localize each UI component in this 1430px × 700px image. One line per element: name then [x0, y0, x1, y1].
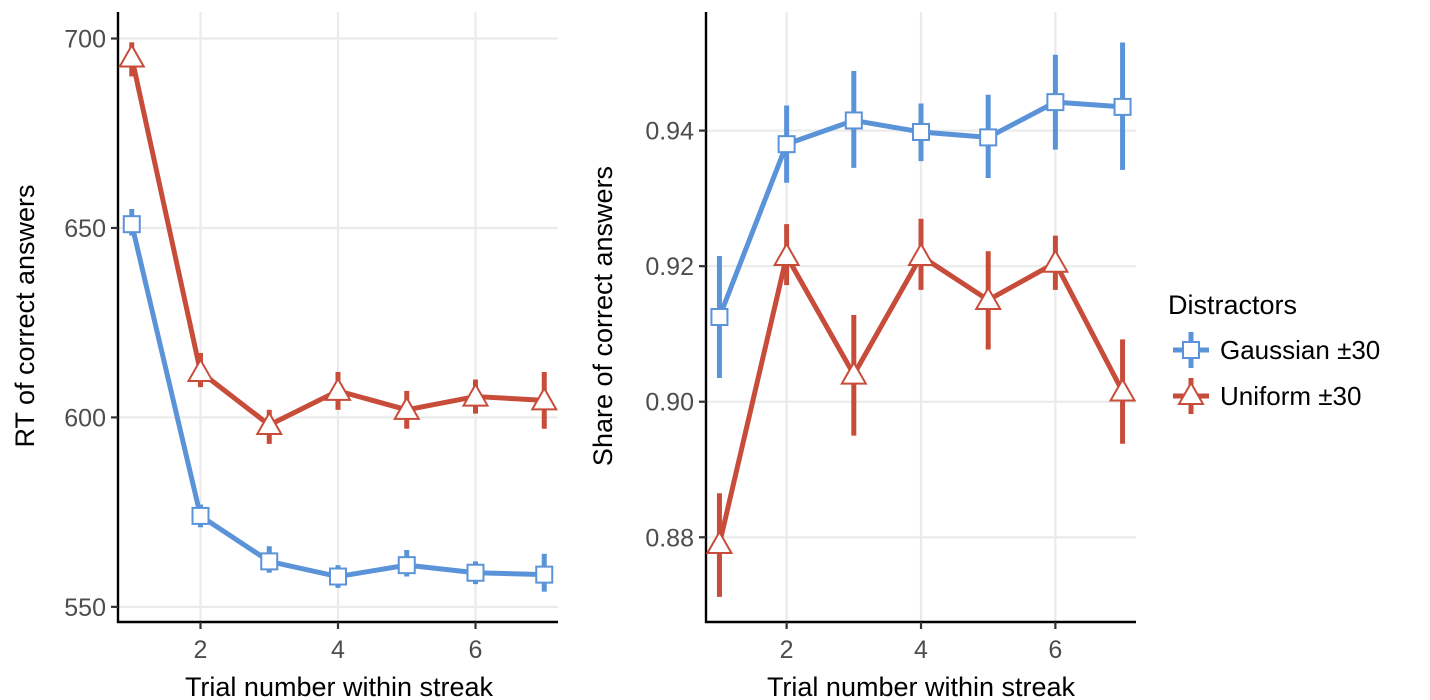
legend-entry-uniform: Uniform ±30	[1173, 378, 1361, 414]
rt-x-tick-label: 4	[331, 636, 345, 664]
share-point-uniform	[705, 530, 734, 555]
legend: Distractors Gaussian ±30 Uniform ±30	[1168, 290, 1380, 414]
legend-label-uniform: Uniform ±30	[1220, 381, 1361, 411]
share-point-gaussian	[844, 111, 863, 130]
left-ylabel: RT of correct answers	[10, 184, 40, 447]
rt-point-gaussian	[191, 506, 210, 525]
share-y-tick-label: 0.92	[645, 253, 694, 281]
share-x-tick-label: 6	[1048, 636, 1062, 664]
share-x-tick-label: 4	[914, 636, 928, 664]
legend-entry-gaussian: Gaussian ±30	[1173, 332, 1380, 368]
share-x-tick-label: 2	[780, 636, 794, 664]
share-point-uniform	[840, 360, 868, 385]
right-xlabel: Trial number within streak	[767, 672, 1076, 700]
rt-point-gaussian	[466, 563, 485, 582]
share-point-uniform	[907, 241, 935, 266]
rt-point-uniform	[393, 395, 421, 420]
share-point-uniform	[1041, 248, 1070, 273]
share-point-uniform	[974, 286, 1002, 311]
rt-x-tick-label: 2	[194, 636, 208, 664]
share-y-tick-label: 0.88	[645, 524, 694, 552]
legend-square-marker	[1182, 341, 1200, 359]
panel-rt: 2 4 6 550 600 650 700 RT of correct answers Tr…	[10, 12, 558, 700]
rt-y-tick-label: 650	[64, 215, 106, 243]
share-point-uniform	[772, 241, 801, 266]
legend-label-gaussian: Gaussian ±30	[1220, 335, 1380, 365]
legend-triangle-marker	[1177, 380, 1205, 405]
right-ylabel: Share of correct answers	[588, 166, 618, 466]
share-y-tick-label: 0.94	[645, 118, 694, 146]
rt-point-uniform	[118, 43, 146, 68]
rt-point-uniform	[324, 376, 352, 401]
share-plot-area: 2 4 6 0.88 0.90 0.92 0.94	[645, 12, 1137, 664]
share-point-uniform	[1108, 377, 1137, 402]
rt-point-gaussian	[122, 215, 141, 234]
rt-y-tick-label: 550	[64, 594, 106, 622]
rt-point-gaussian	[397, 556, 416, 575]
rt-plot-area: 2 4 6 550 600 650 700	[64, 12, 558, 664]
rt-point-gaussian	[260, 552, 279, 571]
share-point-gaussian	[1113, 97, 1132, 116]
rt-point-uniform	[186, 357, 215, 382]
rt-point-uniform	[461, 382, 490, 407]
rt-point-gaussian	[535, 565, 554, 584]
rt-x-tick-label: 6	[469, 636, 483, 664]
rt-y-tick-label: 600	[64, 404, 106, 432]
legend-title: Distractors	[1168, 290, 1297, 320]
rt-y-tick-label: 700	[64, 26, 106, 54]
share-point-gaussian	[710, 308, 729, 326]
panel-share: 2 4 6 0.88 0.90 0.92 0.94 Share of correct ans…	[588, 12, 1137, 700]
share-point-gaussian	[777, 135, 796, 154]
share-y-tick-label: 0.90	[645, 389, 694, 417]
rt-point-gaussian	[329, 567, 347, 586]
share-point-gaussian	[912, 122, 930, 141]
share-point-gaussian	[1046, 93, 1065, 112]
share-point-gaussian	[979, 128, 998, 147]
rt-point-uniform	[530, 386, 558, 411]
rt-point-uniform	[255, 410, 283, 435]
left-xlabel: Trial number within streak	[185, 672, 494, 700]
